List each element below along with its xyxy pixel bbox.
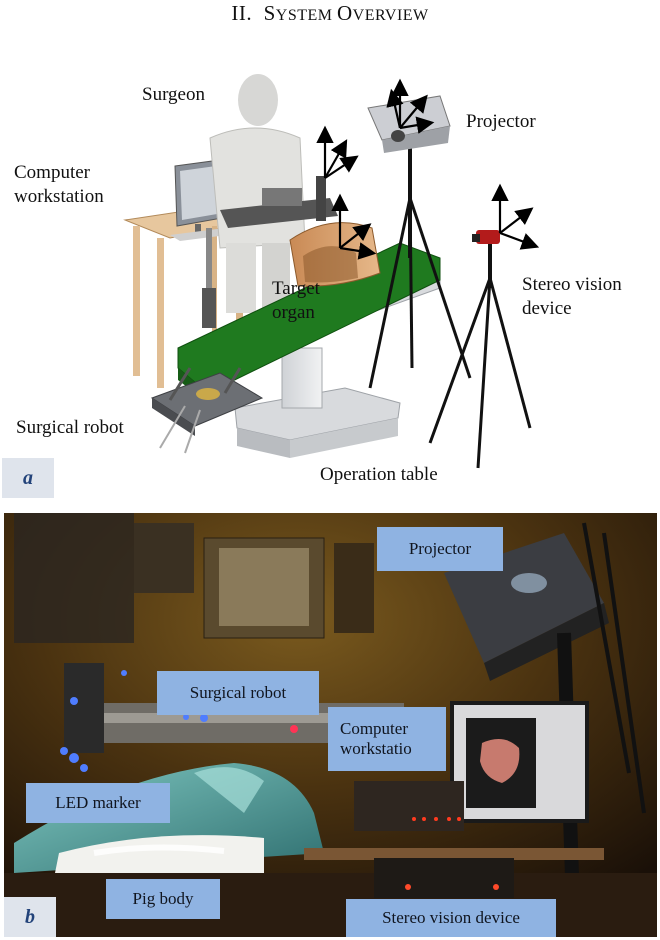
tag-led-marker: LED marker <box>26 783 170 823</box>
label-stereo-line1: Stereo vision <box>522 274 622 295</box>
section-title: II. SYSTEM OVERVIEW <box>231 1 429 25</box>
tag-projector: Projector <box>377 527 503 571</box>
system-schematic-illustration <box>123 74 540 469</box>
coordinate-frames <box>316 78 540 260</box>
haptic-device <box>202 176 338 328</box>
panel-b-photo: Projector Surgical robot Computer workst… <box>4 513 657 937</box>
label-target-line2: organ <box>272 302 315 323</box>
label-operation-table: Operation table <box>320 464 438 485</box>
panel-letter-b: b <box>4 897 56 937</box>
stereo-vision-tripod <box>428 230 532 469</box>
panel-letter-a: a <box>2 458 54 498</box>
panel-a-schematic: Surgeon Projector Computer workstation T… <box>0 48 660 500</box>
surgical-robot-model <box>150 367 264 454</box>
label-projector: Projector <box>466 111 536 132</box>
projector-tripod <box>367 95 472 389</box>
tag-surgical-robot: Surgical robot <box>157 671 319 715</box>
section-number: II. <box>231 1 253 25</box>
tag-computer-workstation: Computer workstatio <box>328 707 446 771</box>
target-organ-model <box>289 222 381 287</box>
label-computer-line2: workstation <box>14 186 104 207</box>
label-computer-line1: Computer <box>14 162 90 183</box>
tag-pig-body: Pig body <box>106 879 220 919</box>
label-surgical-robot: Surgical robot <box>16 417 124 438</box>
label-stereo-line2: device <box>522 298 572 319</box>
label-target-line1: Target <box>272 278 320 299</box>
label-surgeon: Surgeon <box>142 84 205 105</box>
tag-computer-line2: workstatio <box>340 739 412 758</box>
tag-stereo-vision: Stereo vision device <box>346 899 556 937</box>
tag-computer-line1: Computer <box>340 719 408 738</box>
